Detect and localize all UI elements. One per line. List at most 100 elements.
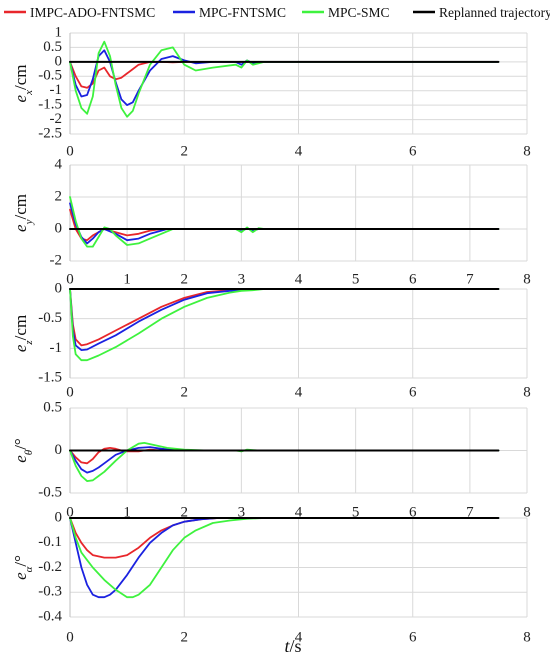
y-label-unit: /cm	[11, 65, 30, 91]
y-label-unit: /°	[11, 555, 30, 567]
x-label-symbol: t	[284, 636, 290, 656]
y-label-unit: /cm	[11, 315, 30, 341]
y-axis-label: eα/°	[11, 555, 35, 580]
y-label-subscript: θ	[23, 449, 35, 455]
y-tick-label: 0.5	[43, 39, 62, 55]
legend-item: MPC-FNTSMC	[173, 5, 286, 20]
x-tick-label: 4	[295, 385, 303, 401]
x-tick-label: 6	[409, 385, 417, 401]
y-tick-label: -1	[50, 340, 63, 356]
x-tick-label: 5	[352, 505, 360, 521]
legend: IMPC-ADO-FNTSMC MPC-FNTSMC MPC-SMC Replanne…	[4, 5, 550, 20]
series-line	[69, 288, 500, 362]
x-tick-label: 2	[181, 144, 189, 160]
legend-item: MPC-SMC	[302, 5, 390, 20]
y-tick-label: 0.5	[43, 399, 62, 415]
x-tick-label: 7	[466, 272, 474, 288]
y-tick-label: -0.1	[38, 534, 62, 550]
x-tick-label: 0	[66, 630, 74, 646]
series-line	[69, 517, 500, 599]
y-label-subscript: y	[23, 219, 35, 225]
x-tick-label: 1	[123, 272, 131, 288]
y-label-unit: /°	[11, 438, 30, 450]
x-tick-label: 7	[466, 505, 474, 521]
x-tick-label: 4	[295, 272, 303, 288]
series-line	[69, 196, 500, 248]
y-tick-label: -2	[50, 252, 63, 268]
y-tick-label: -2	[50, 111, 63, 127]
y-tick-label: 0	[55, 53, 63, 69]
y-tick-label: 0	[55, 442, 63, 458]
x-tick-label: 2	[181, 505, 189, 521]
series-line	[69, 288, 500, 352]
x-tick-label: 8	[523, 144, 531, 160]
series-line	[69, 49, 500, 106]
x-tick-label: 1	[123, 505, 131, 521]
y-tick-label: 0	[55, 220, 63, 236]
y-label-subscript: x	[23, 90, 35, 96]
x-tick-label: 4	[295, 144, 303, 160]
subplot: 0 2 4 6 8 0 -0.5 -1 -1.5 ez/cm	[11, 280, 531, 400]
y-axis-label: eθ/°	[11, 438, 35, 462]
x-tick-label: 3	[238, 272, 246, 288]
legend-label: MPC-FNTSMC	[199, 5, 286, 20]
x-tick-label: 2	[181, 272, 189, 288]
x-tick-label: 8	[523, 630, 531, 646]
series-line	[69, 517, 500, 559]
y-tick-label: -0.3	[38, 584, 62, 600]
legend-label: IMPC-ADO-FNTSMC	[30, 5, 155, 20]
y-tick-label: -1	[50, 82, 63, 98]
y-label-symbol: e	[11, 224, 30, 232]
series-line	[69, 40, 500, 118]
y-label-symbol: e	[11, 94, 30, 102]
y-label-symbol: e	[11, 572, 30, 580]
y-tick-label: 0	[55, 280, 63, 296]
x-tick-label: 6	[409, 505, 417, 521]
series-line	[69, 61, 500, 89]
y-axis-label: ez/cm	[11, 315, 35, 352]
legend-item: IMPC-ADO-FNTSMC	[4, 5, 155, 20]
x-tick-label: 8	[523, 272, 531, 288]
x-tick-label: 6	[409, 630, 417, 646]
y-label-symbol: e	[11, 455, 30, 463]
y-tick-label: -1.5	[38, 97, 62, 113]
x-tick-label: 6	[409, 144, 417, 160]
x-tick-label: 5	[352, 272, 360, 288]
series-line	[69, 208, 500, 242]
y-tick-label: 0	[55, 509, 63, 525]
y-tick-label: -0.5	[38, 484, 62, 500]
subplots: 0 2 4 6 810.50-0.5-1-1.5-2-2.5ex/cm0 1 2 3 4 5 6 7 8…	[11, 24, 531, 645]
y-tick-label: -0.5	[38, 310, 62, 326]
x-tick-label: 0	[66, 272, 74, 288]
x-axis-label: t/s	[284, 636, 301, 656]
x-tick-label: 0	[66, 385, 74, 401]
x-tick-label: 6	[409, 272, 417, 288]
subplot: 0 2 4 6 8 0 -0.1 -0.2 -0.3 -0.4 eα/°	[11, 509, 531, 645]
x-tick-label: 0	[66, 505, 74, 521]
y-label-subscript: α	[23, 566, 35, 572]
subplot: 0 2 4 6 810.50-0.5-1-1.5-2-2.5ex/cm	[11, 24, 531, 159]
x-tick-label: 2	[181, 630, 189, 646]
y-tick-label: 2	[55, 188, 63, 204]
y-label-subscript: z	[23, 340, 35, 346]
x-tick-label: 0	[66, 144, 74, 160]
subplot: 0 1 2 3 4 5 6 7 80.50-0.5eθ/°	[11, 399, 531, 520]
x-tick-label: 4	[295, 505, 303, 521]
x-tick-label: 3	[238, 505, 246, 521]
x-tick-label: 8	[523, 385, 531, 401]
y-tick-label: -2.5	[38, 125, 62, 141]
y-tick-label: -0.4	[38, 608, 62, 624]
legend-item: Replanned trajectory	[413, 5, 550, 20]
y-tick-label: 1	[55, 24, 63, 40]
x-tick-label: 4	[295, 630, 303, 646]
x-label-unit: /s	[290, 636, 302, 656]
y-tick-label: -0.5	[38, 68, 62, 84]
series-line	[69, 202, 500, 245]
legend-label: MPC-SMC	[328, 5, 390, 20]
series-line	[69, 517, 500, 599]
y-axis-label: ex/cm	[11, 65, 35, 103]
legend-label: Replanned trajectory	[439, 5, 550, 20]
